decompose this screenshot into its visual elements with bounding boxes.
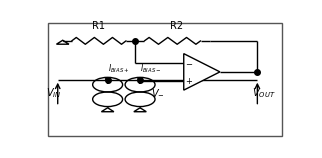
Text: $I_{BIAS+}$: $I_{BIAS+}$ xyxy=(108,62,129,75)
Text: $I_{BIAS-}$: $I_{BIAS-}$ xyxy=(140,62,162,75)
Text: $+$: $+$ xyxy=(185,76,193,86)
Text: $-$: $-$ xyxy=(185,58,193,67)
Text: R2: R2 xyxy=(170,21,183,31)
FancyBboxPatch shape xyxy=(48,23,282,136)
Text: $V_{OUT}$: $V_{OUT}$ xyxy=(252,86,275,100)
Text: R1: R1 xyxy=(92,21,105,31)
Text: $V_{IN}$: $V_{IN}$ xyxy=(46,86,62,100)
Polygon shape xyxy=(184,54,220,90)
Text: $V_{-}$: $V_{-}$ xyxy=(151,88,164,98)
